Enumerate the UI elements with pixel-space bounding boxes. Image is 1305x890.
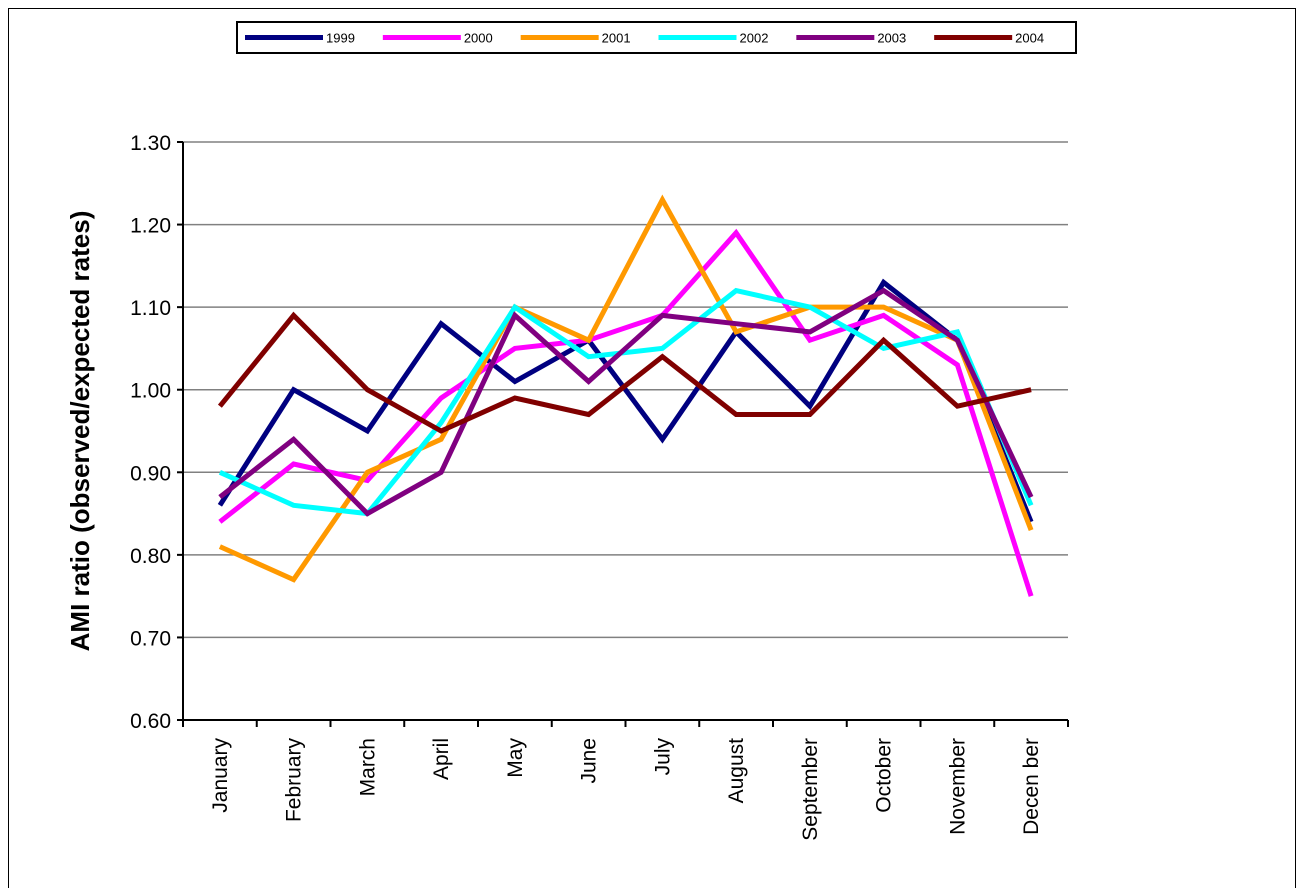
series-line-2003 xyxy=(218,287,1034,517)
x-tick-label: August xyxy=(725,738,748,804)
series-line-2000 xyxy=(218,228,1034,597)
y-tick-label: 1.20 xyxy=(130,215,171,238)
legend-label: 2004 xyxy=(1015,31,1044,46)
legend-box xyxy=(236,21,1077,54)
legend-label: 2003 xyxy=(877,31,906,46)
legend-label: 2000 xyxy=(464,31,493,46)
series-line-2001 xyxy=(218,194,1034,583)
series-lines xyxy=(217,194,1034,597)
x-tick-label: March xyxy=(356,738,379,796)
y-tick-label: 0.80 xyxy=(130,545,171,568)
series-line-2004 xyxy=(217,311,1032,434)
y-axis-title: AMI ratio (observed/expected rates) xyxy=(65,211,95,652)
x-tick-label: November xyxy=(946,738,969,835)
y-tick-label: 1.00 xyxy=(130,380,171,403)
x-tick-label: July xyxy=(651,738,674,776)
y-tick-label: 0.70 xyxy=(130,627,171,650)
y-tick-label: 1.10 xyxy=(130,297,171,320)
x-tick-label: October xyxy=(873,738,896,813)
x-tick-label: January xyxy=(209,738,232,813)
legend-label: 1999 xyxy=(326,31,355,46)
x-tick-label: September xyxy=(799,738,822,841)
x-tick-label: May xyxy=(504,738,527,778)
y-tick-label: 1.30 xyxy=(130,132,171,155)
series-line-1999 xyxy=(217,278,1034,523)
chart-frame xyxy=(8,8,1296,888)
legend: 1999 2000 2001 2002 2003 2004 xyxy=(236,21,1077,54)
y-tick-label: 0.60 xyxy=(130,710,171,733)
y-tick-label: 0.90 xyxy=(130,462,171,485)
legend-label: 2002 xyxy=(740,31,769,46)
series-line-2002 xyxy=(218,287,1034,517)
legend-label: 2001 xyxy=(602,31,631,46)
axes: 0.60 0.70 0.80 0.90 1.00 1.10 1.20 1.30 January F… xyxy=(130,132,1069,841)
x-tick-label: June xyxy=(578,738,601,784)
x-tick-label: February xyxy=(283,738,306,823)
x-tick-label: April xyxy=(430,738,453,780)
x-tick-label: Decen ber xyxy=(1020,738,1043,835)
